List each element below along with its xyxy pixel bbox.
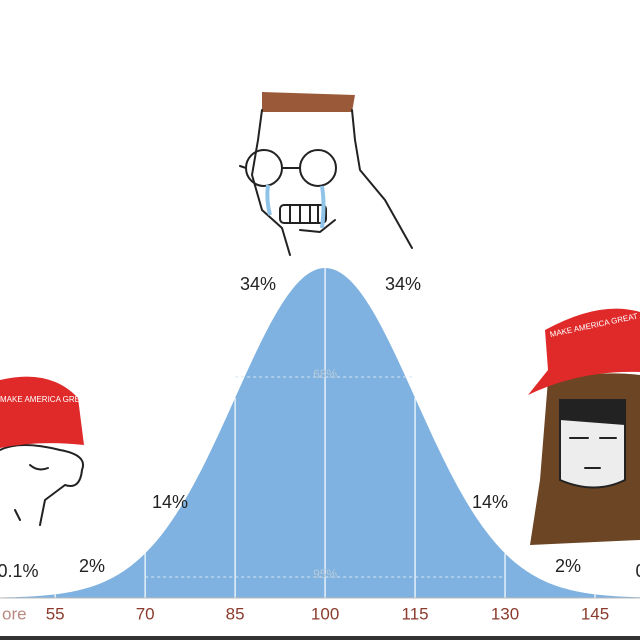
band-label: 0.1% [0, 561, 39, 581]
x-axis-label: ore [2, 604, 27, 623]
x-tick-label: 55 [46, 604, 65, 623]
cap [0, 376, 84, 448]
band-label: 14% [152, 492, 188, 512]
span-label: 95% [313, 567, 337, 581]
tears [265, 184, 326, 229]
bell-curve [0, 268, 640, 598]
crying-face [239, 92, 413, 256]
x-tick-label: 70 [136, 604, 155, 623]
right-cap-face: MAKE AMERICA GREAT AGAIN [528, 306, 640, 545]
x-tick-label: 130 [491, 604, 519, 623]
plot: 55 70 85 100 115 130 145 ore 68% 95% 0.1% 2% 14% 34% 3… [0, 268, 640, 623]
left-cap-face: MAKE AMERICA GREAT AGAIN [0, 376, 116, 526]
span-label: 68% [313, 367, 337, 381]
x-tick-label: 115 [402, 604, 429, 623]
hair [262, 92, 355, 112]
bangs [560, 400, 625, 425]
x-tick-label: 145 [581, 604, 609, 623]
band-label: 34% [240, 274, 276, 294]
cap [528, 308, 640, 395]
x-tick-label: 85 [226, 604, 245, 623]
band-label: 34% [385, 274, 421, 294]
band-label: 14% [472, 492, 508, 512]
band-label: 2% [555, 556, 581, 576]
band-label: 2% [79, 556, 105, 576]
band-label: 0.1% [635, 561, 640, 581]
cap-text: MAKE AMERICA GREAT AGAIN [0, 395, 116, 404]
x-tick-label: 100 [311, 604, 339, 623]
bottom-border [0, 636, 640, 640]
